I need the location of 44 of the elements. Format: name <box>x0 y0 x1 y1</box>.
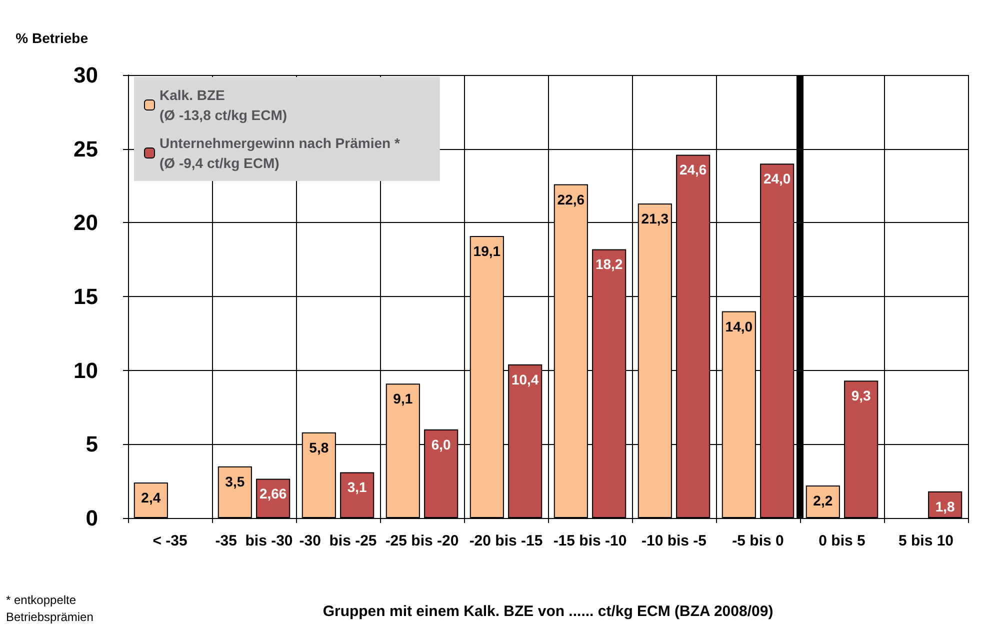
data-label: 2,66 <box>259 486 287 502</box>
data-label: 24,0 <box>763 170 791 187</box>
data-label: 10,4 <box>511 371 539 388</box>
data-label: 22,6 <box>557 191 585 208</box>
data-label: 14,0 <box>725 318 753 334</box>
legend-label: Kalk. BZE (Ø -13,8 ct/kg ECM) <box>160 87 288 123</box>
x-tick-label: 0 bis 5 <box>818 532 866 550</box>
bar <box>218 466 252 518</box>
x-tick-label: -25 bis -20 <box>385 532 459 550</box>
data-label: 3,5 <box>225 473 245 490</box>
x-tick-label: -5 bis 0 <box>732 532 784 550</box>
x-tick-label: 5 bis 10 <box>898 532 954 550</box>
data-label: 9,3 <box>851 388 872 404</box>
data-label: 6,0 <box>431 436 452 452</box>
x-tick-label: -30 bis -25 <box>299 532 377 550</box>
y-tick-label: 0 <box>86 506 98 530</box>
y-tick-label: 25 <box>74 136 98 162</box>
x-tick-label: -20 bis -15 <box>469 532 543 550</box>
x-tick-label: -35 bis -30 <box>215 532 293 550</box>
x-tick-label: -15 bis -10 <box>553 532 627 550</box>
y-tick-label: 10 <box>74 358 98 383</box>
y-tick-label: 20 <box>74 210 98 236</box>
y-tick-label: 5 <box>86 432 98 457</box>
legend-label: Unternehmergewinn nach Prämien * (Ø -9,4 ct/kg ECM) <box>160 135 400 171</box>
data-label: 3,1 <box>347 479 368 496</box>
data-label: 2,2 <box>813 492 833 509</box>
data-label: 9,1 <box>393 390 413 407</box>
data-label: 2,4 <box>141 490 161 506</box>
y-tick-label: 15 <box>74 284 98 309</box>
y-axis-title: % Betriebe <box>16 30 88 46</box>
data-label: 1,8 <box>935 498 956 514</box>
data-label: 18,2 <box>595 256 623 272</box>
bar <box>340 472 374 518</box>
text: * entkoppelte Betriebsprämien <box>6 592 94 626</box>
data-label: 24,6 <box>679 162 707 178</box>
data-label: 5,8 <box>309 439 329 456</box>
y-tick-label: 30 <box>74 62 98 88</box>
bar <box>806 486 840 518</box>
bar <box>134 482 168 518</box>
data-label: 19,1 <box>473 242 501 259</box>
x-tick-label: < -35 <box>152 532 188 550</box>
x-axis-title: Gruppen mit einem Kalk. BZE von ...... ct/kg ECM (BZA 2008/09) <box>322 603 774 620</box>
x-tick-label: -10 bis -5 <box>641 532 707 550</box>
data-label: 21,3 <box>641 210 669 226</box>
